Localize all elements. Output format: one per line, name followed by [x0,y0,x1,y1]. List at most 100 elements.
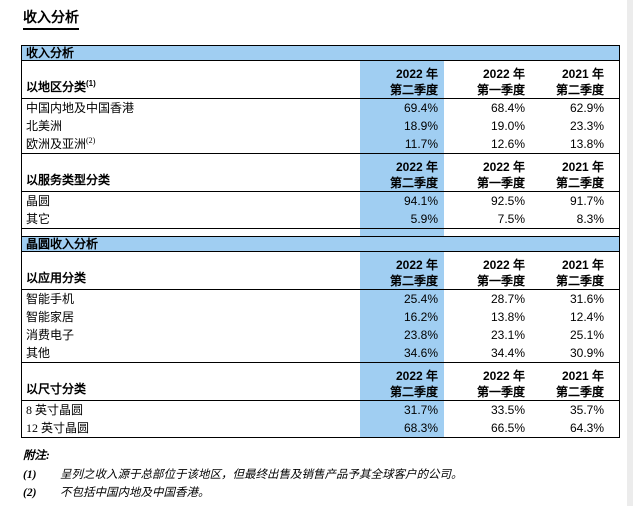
value-q2-2022: 16.2% [360,308,444,326]
table-row-smart-home: 智能家居 16.2% 13.8% 12.4% [22,308,619,326]
table-row-others-application: 其他 34.6% 34.4% 30.9% [22,344,619,363]
row-label: 智能手机 [26,292,75,306]
group-label-service-type-text: 以服务类型分类 [26,173,111,187]
value-q2-2022: 25.4% [360,290,444,308]
footnote-1-number: (1) [23,469,37,481]
period-header-q1-2022: 2022 年 第一季度 [444,252,527,289]
period-quarter: 第二季度 [389,385,438,399]
period-year: 2021 年 [561,369,604,383]
value-q2-2021: 62.9% [569,101,604,115]
group-label-region-sup: (1) [86,79,96,88]
value-q2-2021: 12.4% [569,310,604,324]
group-label-region-text: 以地区分类 [26,80,87,94]
row-label-sup: (2) [86,136,96,145]
period-year: 2021 年 [561,160,604,174]
value-q1-2022: 12.6% [490,137,525,151]
period-year: 2022 年 [482,67,525,81]
section-bar-revenue-label: 收入分析 [26,46,75,60]
page-edge-strip [627,0,633,506]
value-q1-2022: 66.5% [490,421,525,435]
value-q1-2022: 28.7% [490,292,525,306]
value-q2-2022: 68.3% [360,419,444,437]
period-quarter: 第二季度 [389,176,438,190]
value-q2-2022: 69.4% [360,99,444,117]
value-q1-2022: 92.5% [490,194,525,208]
table-row-wafer: 晶圆 94.1% 92.5% 91.7% [22,192,619,210]
section-bar-wafer-revenue: 晶圆收入分析 [22,236,619,252]
period-header-q2-2022: 2022 年 第二季度 [360,363,444,400]
value-q1-2022: 23.1% [490,328,525,342]
table-row-consumer-electronics: 消费电子 23.8% 23.1% 25.1% [22,326,619,344]
group-label-application: 以应用分类 [22,252,360,289]
row-label: 其它 [26,212,51,226]
table-row-china: 中国内地及中国香港 69.4% 68.4% 62.9% [22,99,619,117]
footnote-2-number: (2) [23,487,37,499]
period-quarter: 第一季度 [476,385,525,399]
section-bar-wafer-revenue-label: 晶圆收入分析 [26,237,99,251]
row-label: 其他 [26,346,51,360]
period-header-q2-2021: 2021 年 第二季度 [527,61,619,98]
value-q2-2021: 25.1% [569,328,604,342]
value-q2-2022: 23.8% [360,326,444,344]
row-label: 中国内地及中国香港 [26,101,135,115]
table-row-12-inch-wafer: 12 英寸晶圆 68.3% 66.5% 64.3% [22,419,619,437]
value-q2-2022: 34.6% [360,344,444,362]
period-header-q1-2022: 2022 年 第一季度 [444,154,527,191]
value-q2-2022: 11.7% [360,135,444,153]
period-quarter: 第二季度 [389,274,438,288]
footnote-2-text: 不包括中国内地及中国香港。 [60,487,210,499]
period-header-q1-2022: 2022 年 第一季度 [444,61,527,98]
section-bar-revenue: 收入分析 [22,46,619,61]
table-row-others-service: 其它 5.9% 7.5% 8.3% [22,210,619,229]
spacer-row [22,229,619,236]
value-q2-2021: 13.8% [569,137,604,151]
header-row-region: 以地区分类(1) 2022 年 第二季度 2022 年 第一季度 2021 年 … [22,61,619,99]
row-label: 欧洲及亚洲 [26,137,87,151]
period-header-q1-2022: 2022 年 第一季度 [444,363,527,400]
group-label-size-text: 以尺寸分类 [26,382,87,396]
value-q2-2022: 5.9% [360,210,444,228]
value-q2-2021: 23.3% [569,119,604,133]
period-year: 2022 年 [395,67,438,81]
table-row-europe-asia: 欧洲及亚洲(2) 11.7% 12.6% 13.8% [22,135,619,154]
row-label: 智能家居 [26,310,75,324]
period-quarter: 第一季度 [476,274,525,288]
group-label-application-text: 以应用分类 [26,271,87,285]
period-year: 2022 年 [395,258,438,272]
period-quarter: 第二季度 [555,83,604,97]
period-year: 2022 年 [395,160,438,174]
group-label-size: 以尺寸分类 [22,363,360,400]
value-q2-2021: 64.3% [569,421,604,435]
value-q1-2022: 68.4% [490,101,525,115]
header-row-size: 以尺寸分类 2022 年 第二季度 2022 年 第一季度 2021 年 第二季… [22,363,619,401]
period-year: 2022 年 [482,160,525,174]
value-q2-2021: 31.6% [569,292,604,306]
group-label-service-type: 以服务类型分类 [22,154,360,191]
value-q2-2022: 18.9% [360,117,444,135]
value-q1-2022: 34.4% [490,346,525,360]
row-label: 8 英寸晶圆 [26,403,84,417]
period-header-q2-2021: 2021 年 第二季度 [527,363,619,400]
value-q2-2021: 8.3% [576,212,604,226]
value-q2-2022: 94.1% [360,192,444,210]
period-quarter: 第二季度 [555,385,604,399]
value-q2-2021: 91.7% [569,194,604,208]
value-q2-2022: 31.7% [360,401,444,419]
revenue-analysis-table: 收入分析 以地区分类(1) 2022 年 第二季度 2022 年 第一季度 20… [21,45,620,438]
period-quarter: 第一季度 [476,176,525,190]
period-quarter: 第一季度 [476,83,525,97]
period-header-q2-2022: 2022 年 第二季度 [360,154,444,191]
value-q1-2022: 19.0% [490,119,525,133]
period-header-q2-2022: 2022 年 第二季度 [360,252,444,289]
value-q2-2021: 35.7% [569,403,604,417]
period-header-q2-2021: 2021 年 第二季度 [527,154,619,191]
table-row-smartphone: 智能手机 25.4% 28.7% 31.6% [22,290,619,308]
footnotes: 附注: (1) 呈列之收入源于总部位于该地区，但最终出售及销售产品予其全球客户的… [23,449,608,504]
period-quarter: 第二季度 [555,274,604,288]
footnote-1: (1) 呈列之收入源于总部位于该地区，但最终出售及销售产品予其全球客户的公司。 [23,468,608,482]
table-row-8-inch-wafer: 8 英寸晶圆 31.7% 33.5% 35.7% [22,401,619,419]
period-header-q2-2022: 2022 年 第二季度 [360,61,444,98]
row-label: 北美洲 [26,119,63,133]
header-row-application: 以应用分类 2022 年 第二季度 2022 年 第一季度 2021 年 第二季… [22,252,619,290]
period-year: 2022 年 [395,369,438,383]
